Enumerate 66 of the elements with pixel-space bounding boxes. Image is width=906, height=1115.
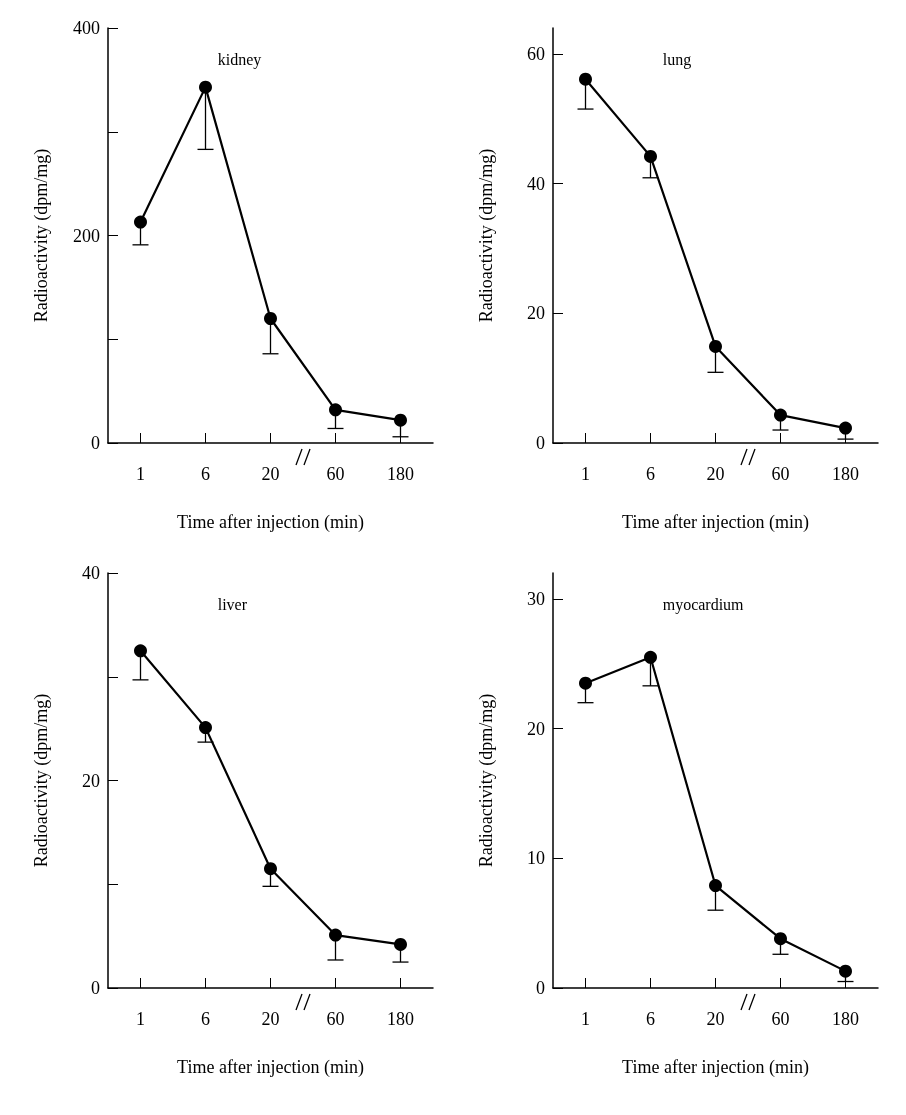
x-tick-label: 20 xyxy=(261,464,280,484)
x-tick-label: 20 xyxy=(261,1009,280,1029)
y-tick-label: 20 xyxy=(527,718,545,739)
x-axis-title: Time after injection (min) xyxy=(622,1057,809,1078)
x-tick-label: 180 xyxy=(387,1009,414,1029)
point xyxy=(199,721,212,735)
point xyxy=(774,932,787,946)
point xyxy=(579,676,592,690)
x-tick-label: 6 xyxy=(201,464,210,484)
point xyxy=(264,862,277,876)
y-axis-title: Radioactivity (dpm/mg) xyxy=(31,693,52,868)
x-tick-label: 1 xyxy=(581,1009,590,1029)
x-tick-label: 6 xyxy=(646,1009,655,1029)
point xyxy=(329,928,342,942)
point xyxy=(579,72,592,86)
y-tick-label: 400 xyxy=(73,18,100,38)
x-tick-label: 180 xyxy=(832,464,859,484)
y-tick-label: 0 xyxy=(536,433,545,453)
point xyxy=(839,421,852,435)
x-tick-label: 180 xyxy=(387,464,414,484)
y-tick-label: 10 xyxy=(527,848,545,869)
y-tick-label: 60 xyxy=(527,43,545,64)
x-tick-label: 1 xyxy=(581,464,590,484)
point xyxy=(394,937,407,951)
y-tick-label: 0 xyxy=(91,433,100,453)
x-tick-label: 180 xyxy=(832,1009,859,1029)
point xyxy=(329,403,342,417)
y-tick-label: 20 xyxy=(82,770,100,791)
x-tick-label: 6 xyxy=(201,1009,210,1029)
x-axis-title: Time after injection (min) xyxy=(177,512,364,533)
x-tick-label: 1 xyxy=(136,464,145,484)
point xyxy=(644,149,657,163)
y-axis-title: Radioactivity (dpm/mg) xyxy=(476,148,497,323)
x-axis-title: Time after injection (min) xyxy=(177,1057,364,1078)
y-tick-label: 40 xyxy=(82,563,100,583)
x-tick-label: 60 xyxy=(326,1009,345,1029)
y-tick-label: 200 xyxy=(73,225,100,246)
x-tick-label: 20 xyxy=(706,464,725,484)
y-tick-label: 20 xyxy=(527,303,545,324)
y-tick-label: 0 xyxy=(91,978,100,998)
x-tick-label: 20 xyxy=(706,1009,725,1029)
point xyxy=(709,339,722,353)
x-axis-title: Time after injection (min) xyxy=(622,512,809,533)
point xyxy=(134,644,147,658)
point xyxy=(264,312,277,325)
text: myocardium xyxy=(662,595,745,614)
text: lung xyxy=(662,50,692,69)
y-tick-label: 0 xyxy=(536,978,545,998)
point xyxy=(199,80,212,94)
point xyxy=(134,215,147,229)
x-tick-label: 6 xyxy=(646,464,655,484)
x-tick-label: 60 xyxy=(771,464,790,484)
y-tick-label: 40 xyxy=(527,173,545,194)
point xyxy=(774,408,787,422)
point xyxy=(839,964,852,978)
x-tick-label: 60 xyxy=(771,1009,790,1029)
y-axis-title: Radioactivity (dpm/mg) xyxy=(31,148,52,323)
text: liver xyxy=(217,595,248,613)
x-tick-label: 60 xyxy=(326,464,345,484)
point xyxy=(644,650,657,664)
point xyxy=(709,879,722,893)
x-tick-label: 1 xyxy=(136,1009,145,1029)
y-axis-title: Radioactivity (dpm/mg) xyxy=(476,693,497,868)
text: kidney xyxy=(217,50,262,69)
point xyxy=(394,413,407,427)
y-tick-label: 30 xyxy=(527,588,545,609)
